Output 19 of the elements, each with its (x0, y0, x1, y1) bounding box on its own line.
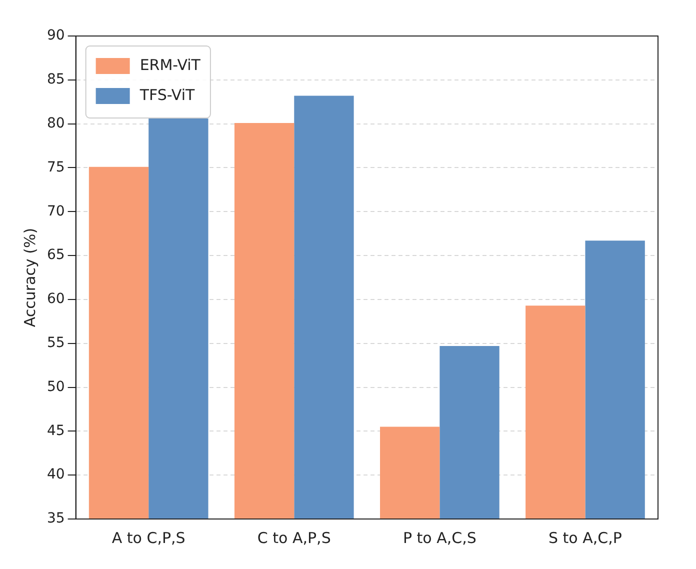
x-tick-label: C to A,P,S (257, 528, 331, 547)
y-tick-label: 80 (46, 115, 65, 132)
y-tick-label: 50 (46, 378, 65, 395)
x-tick-label: P to A,C,S (402, 528, 476, 547)
y-tick-label: 85 (46, 72, 65, 88)
y-tick-label: 75 (46, 159, 65, 176)
x-tick-label: A to C,P,S (112, 528, 186, 547)
y-tick-label: 65 (46, 247, 65, 264)
x-tick-label: S to A,C,P (548, 528, 622, 547)
y-tick-label: 90 (46, 28, 65, 44)
legend-label: ERM-ViT (140, 56, 202, 74)
y-tick-label: 45 (46, 422, 65, 439)
y-tick-label: 55 (46, 335, 65, 352)
y-axis-title: Accuracy (%) (20, 228, 39, 328)
y-tick-label: 60 (46, 291, 65, 308)
legend-label: TFS-ViT (138, 86, 196, 104)
y-tick-label: 35 (46, 510, 65, 527)
y-tick-label: 70 (46, 203, 65, 220)
y-tick-label: 40 (46, 466, 65, 483)
